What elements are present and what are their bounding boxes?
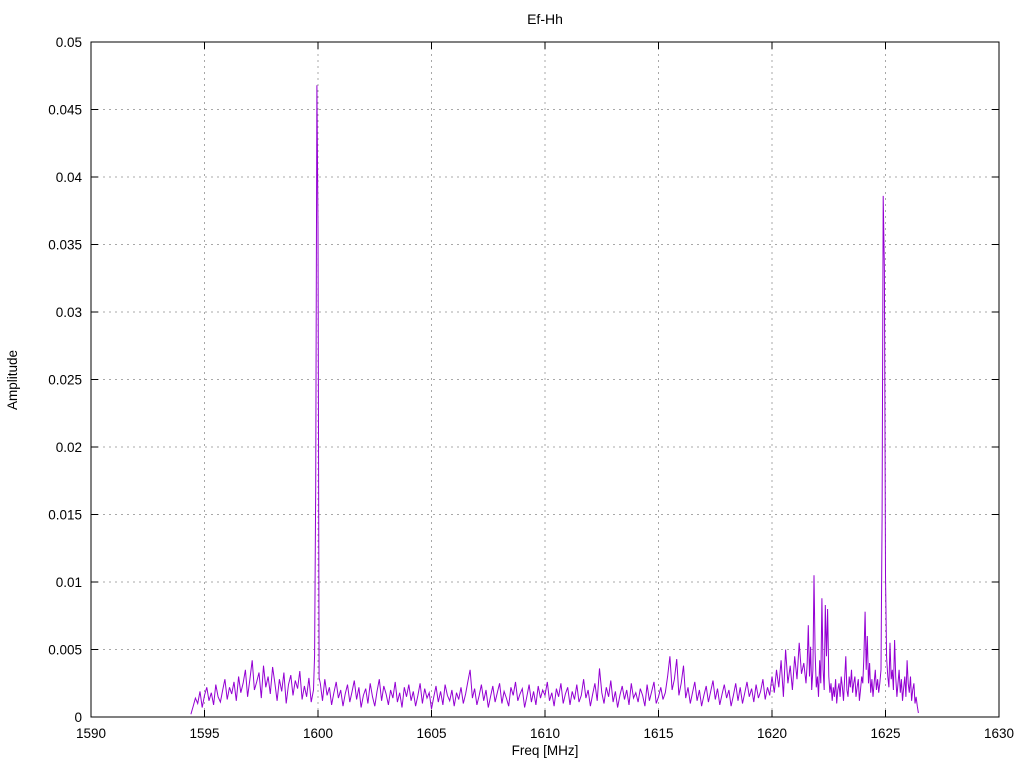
y-tick-label: 0.04 [56,170,83,185]
plot-border [90,41,1000,718]
y-tick-label: 0.02 [56,440,82,455]
y-tick-label: 0.005 [48,643,82,658]
x-axis-label: Freq [MHz] [512,743,579,758]
x-tick-label: 1630 [984,726,1014,741]
y-tick-label: 0.05 [56,35,82,50]
x-tick-label: 1595 [189,726,219,741]
chart-title: Ef-Hh [527,11,563,27]
y-tick-label: 0.03 [56,305,82,320]
y-axis-label: Amplitude [5,350,20,410]
x-tick-label: 1625 [870,726,900,741]
y-tick-label: 0.015 [48,508,82,523]
y-tick-label: 0.025 [48,373,82,388]
x-tick-label: 1600 [303,726,333,741]
x-tick-label: 1605 [416,726,446,741]
x-tick-label: 1610 [530,726,560,741]
y-tick-label: 0.045 [48,103,82,118]
y-tick-label: 0.035 [48,238,82,253]
y-tick-label: 0 [74,710,82,725]
y-tick-label: 0.01 [56,575,82,590]
x-tick-label: 1620 [757,726,787,741]
spectrum-line [190,85,919,715]
x-tick-label: 1615 [643,726,673,741]
x-tick-label: 1590 [76,726,106,741]
